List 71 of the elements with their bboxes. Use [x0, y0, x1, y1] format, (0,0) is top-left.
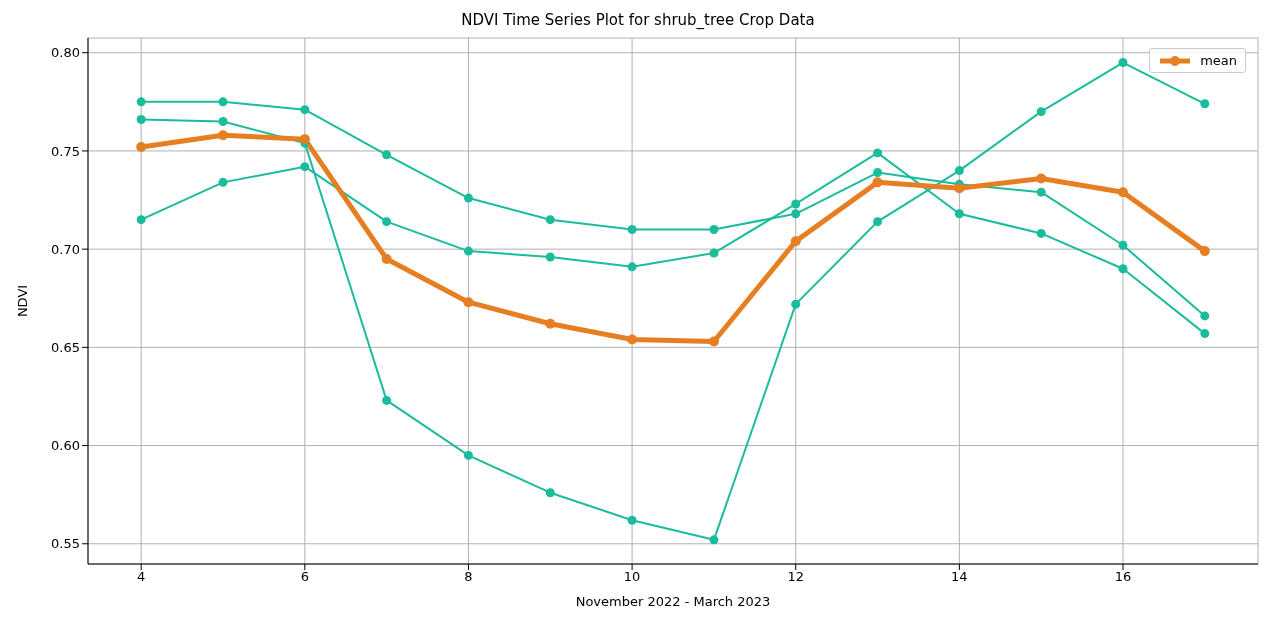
y-tick-label: 0.80	[51, 45, 80, 61]
point	[873, 217, 883, 227]
point	[1118, 264, 1128, 274]
point	[1200, 311, 1210, 321]
point	[136, 115, 146, 125]
point	[545, 318, 556, 329]
point	[709, 248, 719, 258]
point	[872, 177, 883, 188]
point	[136, 142, 147, 153]
point	[873, 168, 883, 178]
x-tick-label: 10	[623, 569, 641, 585]
point	[136, 97, 146, 107]
point	[218, 97, 228, 107]
legend-label: mean	[1200, 53, 1237, 68]
x-tick-label: 16	[1114, 569, 1132, 585]
point	[708, 336, 719, 347]
x-tick-label: 12	[787, 569, 804, 585]
point	[790, 236, 801, 247]
chart-title: NDVI Time Series Plot for shrub_tree Crop Data	[460, 10, 816, 31]
x-tick-label: 8	[464, 569, 473, 585]
y-axis-title: NDVI	[14, 284, 30, 318]
point	[954, 183, 965, 194]
point	[627, 225, 637, 235]
point	[791, 199, 801, 209]
x-tick-label: 4	[137, 569, 146, 585]
point	[382, 150, 392, 160]
point	[954, 209, 964, 219]
point	[382, 395, 392, 405]
point	[791, 209, 801, 219]
point	[300, 162, 310, 172]
point	[873, 148, 883, 158]
point	[545, 215, 555, 225]
point	[300, 105, 310, 115]
point	[627, 334, 638, 345]
point	[1036, 173, 1047, 184]
point	[381, 253, 392, 264]
point	[299, 134, 310, 145]
point	[791, 299, 801, 309]
point	[463, 450, 473, 460]
point	[1118, 187, 1128, 198]
point	[627, 262, 637, 272]
point	[463, 193, 473, 203]
point	[218, 130, 228, 141]
point	[1200, 99, 1210, 109]
y-tick-label: 0.55	[51, 536, 80, 552]
point	[1036, 228, 1046, 238]
x-tick-label: 6	[300, 569, 309, 585]
point	[1118, 58, 1128, 68]
point	[136, 215, 146, 225]
point	[709, 535, 719, 545]
y-tick-label: 0.70	[51, 241, 80, 257]
y-tick-label: 0.60	[51, 438, 80, 454]
y-tick-label: 0.65	[51, 339, 80, 355]
point	[709, 225, 719, 235]
point	[463, 246, 473, 256]
point	[627, 515, 637, 525]
point	[545, 488, 555, 498]
point	[1200, 329, 1210, 339]
y-tick-label: 0.75	[51, 143, 80, 159]
x-tick-label: 14	[951, 569, 968, 585]
point	[218, 177, 228, 187]
point	[382, 217, 392, 227]
point	[545, 252, 555, 262]
point	[1118, 240, 1128, 250]
point	[954, 166, 964, 176]
point	[463, 297, 474, 308]
point	[1199, 246, 1210, 257]
x-axis-title: November 2022 - March 2023	[575, 594, 771, 609]
point	[1036, 107, 1046, 117]
point	[1036, 187, 1046, 197]
point	[218, 116, 228, 126]
